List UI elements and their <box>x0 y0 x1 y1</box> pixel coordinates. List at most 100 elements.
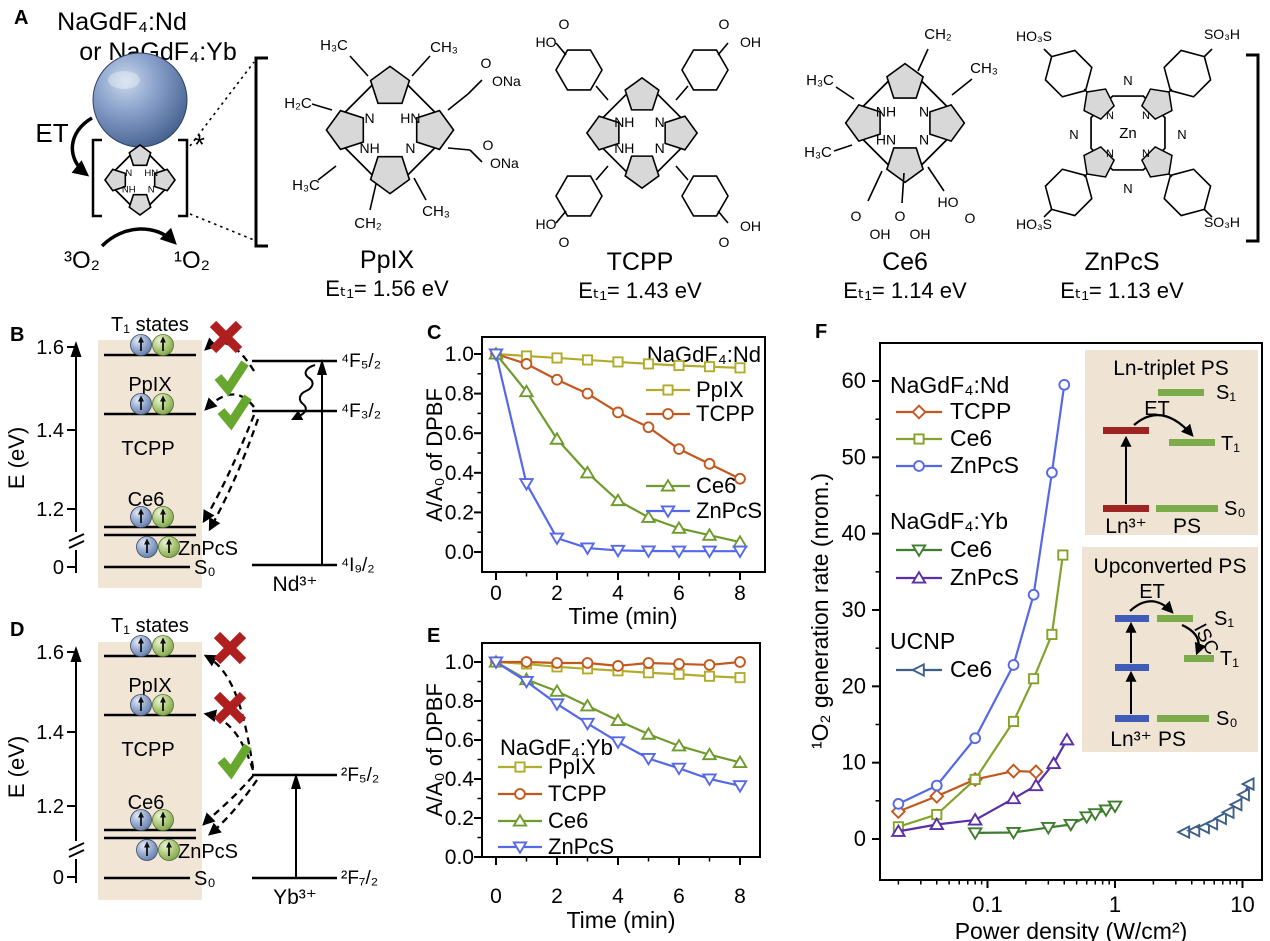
svg-text:Ce6: Ce6 <box>128 489 165 511</box>
svg-text:N: N <box>1123 73 1132 88</box>
svg-text:1.0: 1.0 <box>445 651 474 674</box>
svg-text:NH: NH <box>614 114 634 130</box>
svg-text:0: 0 <box>854 826 866 851</box>
check-icon <box>214 360 249 397</box>
svg-text:40: 40 <box>842 521 866 546</box>
panel-b-energy-diagram-nd: B 1.6 1.4 1.2 0 E (eV) T₁ states PpIX TC… <box>4 315 381 596</box>
panel-label-c: C <box>427 322 441 344</box>
level-ln-mid <box>1115 664 1149 671</box>
inset-upconverted-ps: Upconverted PS ET S₁ ISC T₁ S₀ Ln³⁺ PS <box>1082 547 1258 752</box>
svg-text:4: 4 <box>612 582 624 605</box>
panel-f-power-chart: F 0.1 1 10 0 10 20 30 40 50 60 Power density (W/cm… <box>807 321 1263 941</box>
ion-label: Yb³⁺ <box>273 886 317 909</box>
cross-icon <box>213 691 247 725</box>
svg-text:50: 50 <box>842 444 866 469</box>
svg-text:Ln³⁺: Ln³⁺ <box>1105 515 1146 538</box>
level-ps-ground <box>1156 505 1218 512</box>
electron-pairs <box>130 635 180 861</box>
svg-text:Ce6: Ce6 <box>950 536 992 562</box>
svg-text:S₁: S₁ <box>1214 608 1234 630</box>
svg-text:TCPP: TCPP <box>696 401 755 426</box>
et-arrow <box>70 116 93 177</box>
svg-text:S₁: S₁ <box>1216 382 1236 404</box>
panel-e-chart-yb: E 0 2 4 6 8 0.0 0.2 0.4 0.6 0.8 1.0 Time (min) A/A₀ … <box>422 625 761 933</box>
svg-text:N: N <box>655 114 665 130</box>
svg-text:Zn: Zn <box>1119 125 1137 142</box>
svg-text:²F₇/₂: ²F₇/₂ <box>341 868 378 889</box>
series-TCPP <box>890 763 1044 820</box>
svg-text:HN: HN <box>400 110 420 126</box>
svg-text:N: N <box>1177 127 1186 142</box>
svg-text:TCPP: TCPP <box>548 781 607 806</box>
svg-text:O: O <box>559 16 570 32</box>
svg-text:2: 2 <box>551 885 563 908</box>
svg-text:O: O <box>481 55 492 71</box>
svg-text:NH: NH <box>122 185 136 196</box>
legend-item-ZnPcS: ZnPcS <box>498 834 614 859</box>
svg-text:1.2: 1.2 <box>36 499 64 521</box>
series-PpIX <box>490 348 746 374</box>
svg-text:A/A₀ of DPBF: A/A₀ of DPBF <box>422 388 447 522</box>
svg-text:N: N <box>1142 110 1150 122</box>
svg-text:Time (min): Time (min) <box>566 907 675 933</box>
ion-label: Nd³⁺ <box>273 573 318 596</box>
svg-text:O: O <box>559 234 570 250</box>
svg-text:HO: HO <box>536 34 557 50</box>
sketch-bracket-left <box>91 138 102 218</box>
svg-text:OH: OH <box>740 34 761 50</box>
inset-ln-triplet-ps: Ln-triplet PS S₁ ET T₁ S₀ Ln³⁺ PS <box>1085 350 1258 538</box>
energy-transfer-label: ET <box>35 118 68 148</box>
nanoparticle-sphere <box>92 52 188 148</box>
legend-item-TCPP: TCPP <box>896 398 1011 424</box>
isc-arc <box>1181 623 1207 656</box>
compound-energy-znpcs: Eₜ₁= 1.13 eV <box>1060 278 1184 303</box>
sphere-highlight <box>108 71 140 89</box>
compound-name-ppix: PpIX <box>360 246 415 274</box>
svg-text:PS: PS <box>1158 728 1186 751</box>
svg-text:ONa: ONa <box>492 73 521 89</box>
t1-states-title: T₁ states <box>111 315 189 336</box>
svg-text:NH: NH <box>876 103 896 119</box>
series-Ce6 <box>967 800 1123 841</box>
legend-item-Ce6: Ce6 <box>896 656 992 682</box>
svg-text:ZnPcS: ZnPcS <box>696 498 762 523</box>
svg-text:0: 0 <box>490 582 502 605</box>
et-arrow-ce6 <box>202 775 254 826</box>
svg-text:0.0: 0.0 <box>445 541 474 564</box>
svg-text:S₀: S₀ <box>194 868 216 890</box>
svg-text:0.2: 0.2 <box>445 807 474 830</box>
svg-text:OH: OH <box>740 218 761 234</box>
inset-title: Upconverted PS <box>1094 555 1247 578</box>
et-arrow-tcpp <box>203 709 255 771</box>
compound-name-ce6: Ce6 <box>882 248 928 276</box>
et-arrow-znpcs <box>208 779 258 836</box>
svg-text:N: N <box>405 140 415 156</box>
svg-text:TCPP: TCPP <box>121 438 174 460</box>
dpbf-decay-chart-nd: 0 2 4 6 8 0.0 0.2 0.4 0.6 0.8 1.0 Time (min) A/A₀ of… <box>422 336 766 629</box>
svg-text:0.4: 0.4 <box>445 462 475 485</box>
y-axis-arrowhead <box>70 646 82 662</box>
level-t1 <box>1169 439 1215 446</box>
svg-text:ZnPcS: ZnPcS <box>548 834 614 859</box>
legend-item-TCPP: TCPP <box>498 781 607 806</box>
level-s1 <box>1157 615 1193 622</box>
legend-item-Ce6: Ce6 <box>896 425 992 451</box>
svg-text:TCPP: TCPP <box>950 398 1011 424</box>
svg-text:N: N <box>365 110 375 126</box>
group-bracket-left <box>254 56 268 248</box>
svg-text:0.6: 0.6 <box>445 422 474 445</box>
check-icon <box>217 394 252 431</box>
et-arrow-ppix <box>203 654 255 769</box>
svg-text:OH: OH <box>910 226 931 242</box>
svg-text:0: 0 <box>53 867 64 889</box>
svg-text:0.0: 0.0 <box>445 846 474 869</box>
nonradiative-wavy-arrow <box>291 364 316 420</box>
svg-text:0.4: 0.4 <box>445 768 475 791</box>
level-ln-top <box>1115 615 1149 622</box>
y-axis-label: E (eV) <box>4 736 29 798</box>
svg-text:T₁: T₁ <box>1220 648 1239 670</box>
svg-text:20: 20 <box>842 673 866 698</box>
